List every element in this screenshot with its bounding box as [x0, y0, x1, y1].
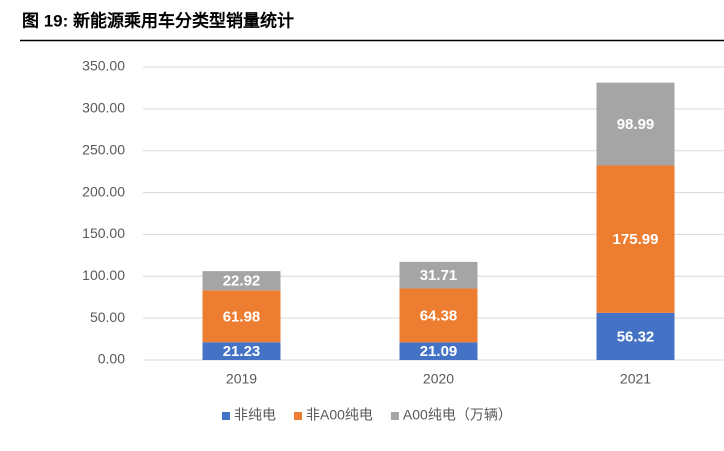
data-label: 98.99: [617, 116, 655, 133]
bar-segment: [596, 82, 675, 166]
chart-title: 图 19: 新能源乘用车分类型销量统计: [22, 10, 294, 30]
y-tick-label: 200.00: [82, 183, 125, 199]
bar-segment: [399, 288, 478, 343]
bar-segment: [202, 271, 281, 291]
data-label: 61.98: [223, 308, 261, 325]
legend-swatch: [222, 412, 230, 420]
bar-segment: [202, 342, 281, 360]
data-label: 22.92: [223, 273, 261, 290]
legend-swatch: [294, 412, 302, 420]
x-tick-label: 2020: [423, 371, 454, 387]
x-tick-label: 2019: [226, 371, 257, 387]
x-tick-label: 2021: [620, 371, 651, 387]
bar-segment: [202, 290, 281, 343]
legend-label: 非纯电: [234, 407, 276, 423]
data-label: 31.71: [420, 267, 458, 284]
y-tick-label: 150.00: [82, 225, 125, 241]
y-tick-label: 350.00: [82, 58, 125, 74]
bar-segment: [399, 342, 478, 360]
y-tick-label: 50.00: [90, 309, 125, 325]
bar-segment: [596, 165, 675, 313]
y-tick-label: 0.00: [98, 351, 125, 367]
y-tick-label: 250.00: [82, 141, 125, 157]
data-label: 21.09: [420, 343, 458, 360]
y-tick-label: 300.00: [82, 100, 125, 116]
bar-segment: [596, 312, 675, 360]
data-label: 64.38: [420, 307, 458, 324]
legend-swatch: [390, 412, 399, 420]
data-label: 56.32: [617, 328, 655, 345]
bar-segment: [399, 261, 478, 289]
legend-label: A00纯电（万辆）: [403, 407, 512, 423]
data-label: 21.23: [223, 343, 261, 360]
y-tick-label: 100.00: [82, 267, 125, 283]
legend-label: 非A00纯电: [306, 407, 373, 423]
data-label: 175.99: [613, 231, 659, 248]
